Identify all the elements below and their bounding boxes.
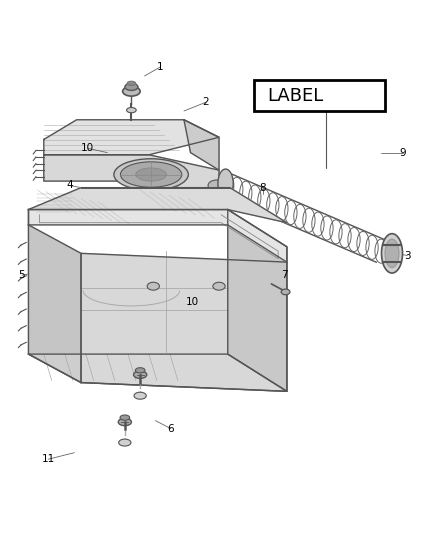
Ellipse shape (135, 368, 145, 373)
Polygon shape (28, 188, 287, 223)
Ellipse shape (147, 282, 159, 290)
Ellipse shape (127, 81, 136, 86)
Text: 10: 10 (186, 296, 199, 306)
Ellipse shape (208, 180, 226, 191)
Ellipse shape (125, 84, 138, 91)
Text: 7: 7 (281, 270, 288, 280)
Ellipse shape (218, 169, 233, 198)
Text: 5: 5 (18, 270, 25, 280)
Polygon shape (184, 120, 219, 170)
Ellipse shape (120, 162, 182, 187)
Ellipse shape (134, 392, 146, 399)
Polygon shape (228, 209, 287, 391)
Ellipse shape (381, 233, 403, 273)
Text: 1: 1 (156, 62, 163, 72)
Ellipse shape (281, 289, 290, 295)
Text: 11: 11 (42, 454, 55, 464)
Ellipse shape (213, 282, 225, 290)
Text: 3: 3 (404, 251, 411, 261)
Text: 9: 9 (399, 148, 406, 158)
Text: LABEL: LABEL (267, 87, 323, 104)
Ellipse shape (123, 86, 140, 96)
FancyBboxPatch shape (254, 80, 385, 111)
Text: 2: 2 (202, 97, 209, 107)
Ellipse shape (134, 371, 147, 378)
Polygon shape (81, 253, 287, 391)
Polygon shape (44, 120, 219, 155)
Text: 6: 6 (167, 424, 174, 433)
Ellipse shape (127, 108, 136, 113)
Ellipse shape (118, 418, 131, 426)
Ellipse shape (120, 415, 130, 420)
Ellipse shape (114, 159, 188, 190)
Ellipse shape (136, 168, 166, 181)
Text: 8: 8 (259, 183, 266, 192)
Polygon shape (28, 354, 287, 391)
Polygon shape (28, 225, 81, 383)
Ellipse shape (119, 439, 131, 446)
Ellipse shape (385, 239, 399, 268)
Polygon shape (44, 155, 219, 197)
Text: 4: 4 (67, 181, 74, 190)
Text: 10: 10 (81, 143, 94, 154)
Polygon shape (28, 209, 287, 262)
